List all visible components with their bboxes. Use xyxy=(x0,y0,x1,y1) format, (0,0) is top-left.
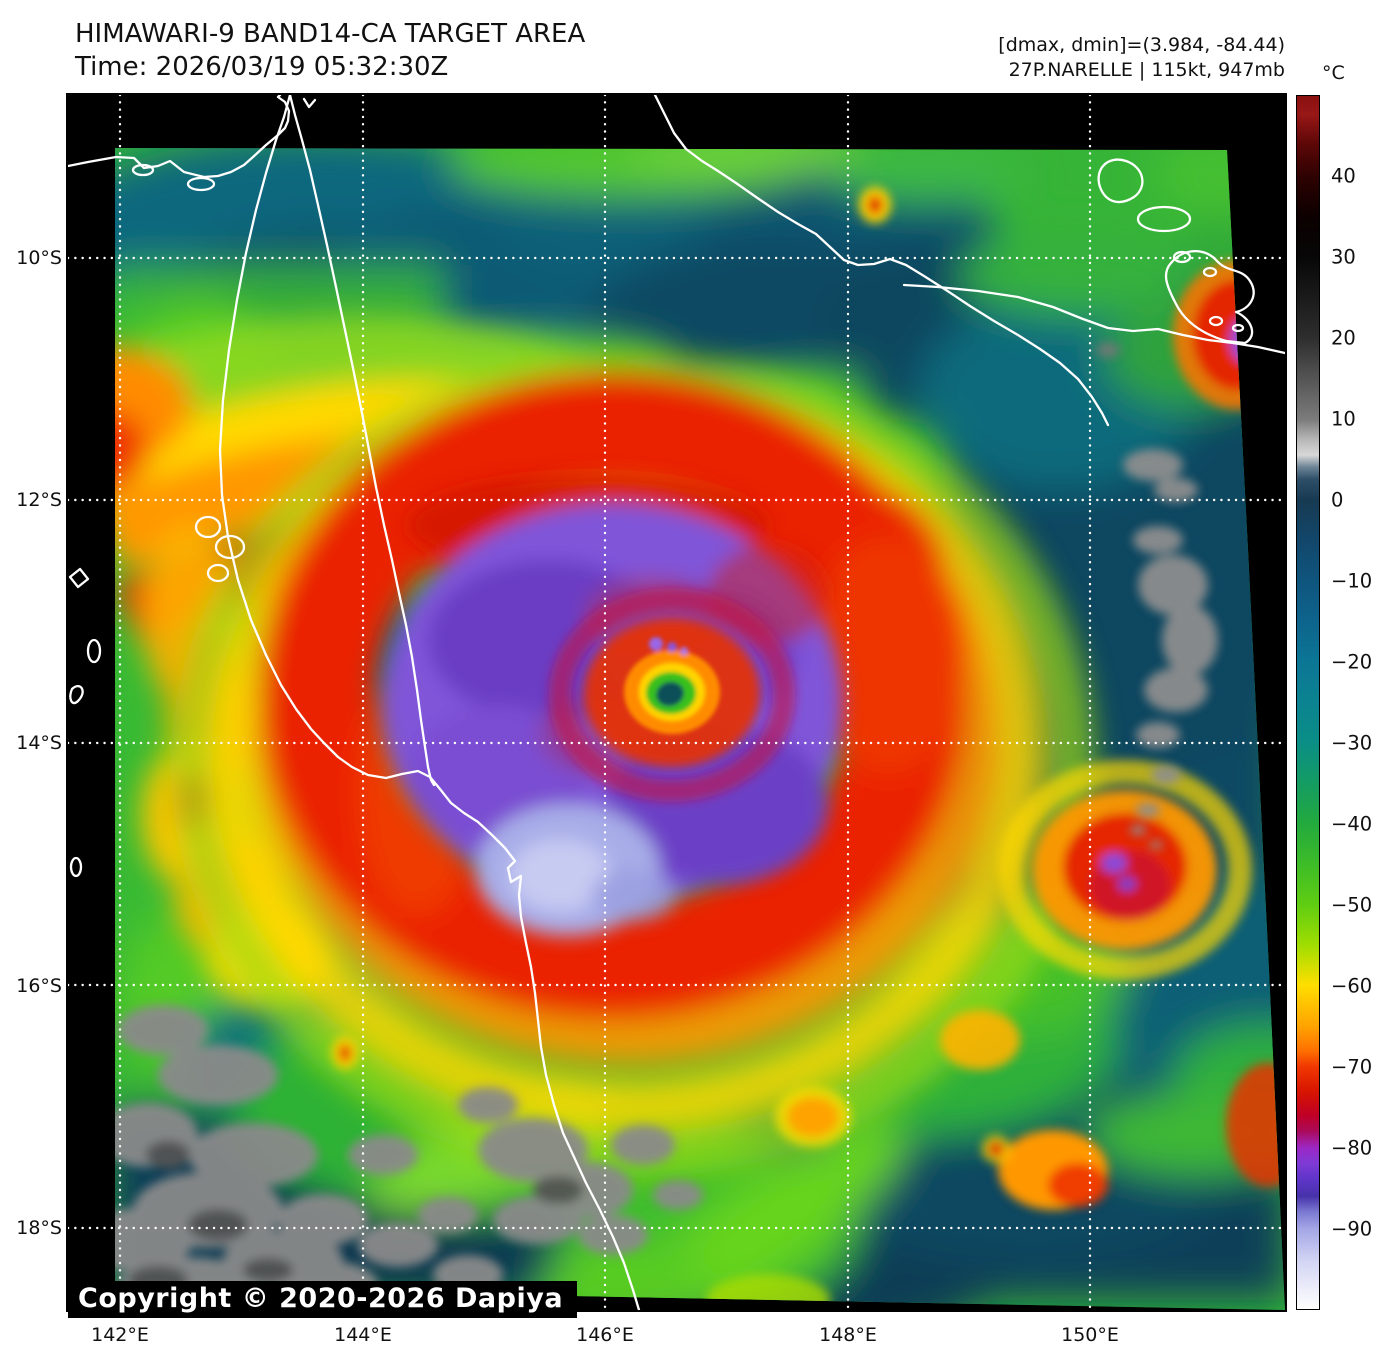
colorbar-tick-label: 30 xyxy=(1331,245,1356,269)
storm-eye xyxy=(549,588,795,802)
cyclone-outer-bands xyxy=(115,315,1096,1178)
lat-tick-label: 16°S xyxy=(16,975,62,997)
lat-tick-label: 14°S xyxy=(16,732,62,754)
annotation-block: [dmax, dmin]=(3.984, -84.44) 27P.NARELLE… xyxy=(998,33,1285,82)
satellite-data-swath xyxy=(115,148,1285,1310)
lon-tick-label: 148°E xyxy=(819,1324,877,1346)
lon-tick-label: 146°E xyxy=(576,1324,634,1346)
lon-tick-label: 142°E xyxy=(91,1324,149,1346)
satellite-image xyxy=(68,95,1285,1310)
lat-tick-label: 10°S xyxy=(16,247,62,269)
dmax-dmin-readout: [dmax, dmin]=(3.984, -84.44) xyxy=(998,34,1285,56)
colorbar-tick-label: −30 xyxy=(1331,731,1373,755)
lon-tick-label: 150°E xyxy=(1061,1324,1119,1346)
colorbar-tick-label: −40 xyxy=(1331,812,1373,836)
copyright-badge: Copyright © 2020-2026 Dapiya xyxy=(68,1281,578,1318)
colorbar-tick-label: −60 xyxy=(1331,974,1373,998)
colorbar-tick-label: 10 xyxy=(1331,407,1356,431)
colorbar-tick-label: −90 xyxy=(1331,1217,1373,1241)
lat-tick-label: 12°S xyxy=(16,489,62,511)
graticule-gridlines xyxy=(68,95,1285,1310)
coastlines xyxy=(68,95,1285,1310)
lon-tick-label: 144°E xyxy=(334,1324,392,1346)
title-block: HIMAWARI-9 BAND14-CA TARGET AREA Time: 2… xyxy=(75,18,585,83)
copyright-text: Copyright © 2020-2026 Dapiya xyxy=(78,1283,564,1314)
satellite-map[interactable] xyxy=(66,93,1287,1312)
colorbar-tick-label: −20 xyxy=(1331,650,1373,674)
colorbar-tick-label: −70 xyxy=(1331,1055,1373,1079)
colorbar-tick-label: −10 xyxy=(1331,569,1373,593)
colorbar-tick-label: −50 xyxy=(1331,893,1373,917)
timestamp: Time: 2026/03/19 05:32:30Z xyxy=(75,51,449,82)
colorbar-tick-label: 0 xyxy=(1331,488,1344,512)
page-title: HIMAWARI-9 BAND14-CA TARGET AREA xyxy=(75,19,586,49)
colorbar-tick-label: 40 xyxy=(1331,164,1356,188)
colorbar xyxy=(1296,95,1320,1310)
colorbar-tick-label: −80 xyxy=(1331,1136,1373,1160)
gray-cumulus-fields xyxy=(115,343,1218,1310)
colorbar-unit-label: °C xyxy=(1322,62,1345,84)
storm-intensity-readout: 27P.NARELLE | 115kt, 947mb xyxy=(1008,58,1285,81)
lat-tick-label: 18°S xyxy=(16,1217,62,1239)
colorbar-tick-label: 20 xyxy=(1331,326,1356,350)
